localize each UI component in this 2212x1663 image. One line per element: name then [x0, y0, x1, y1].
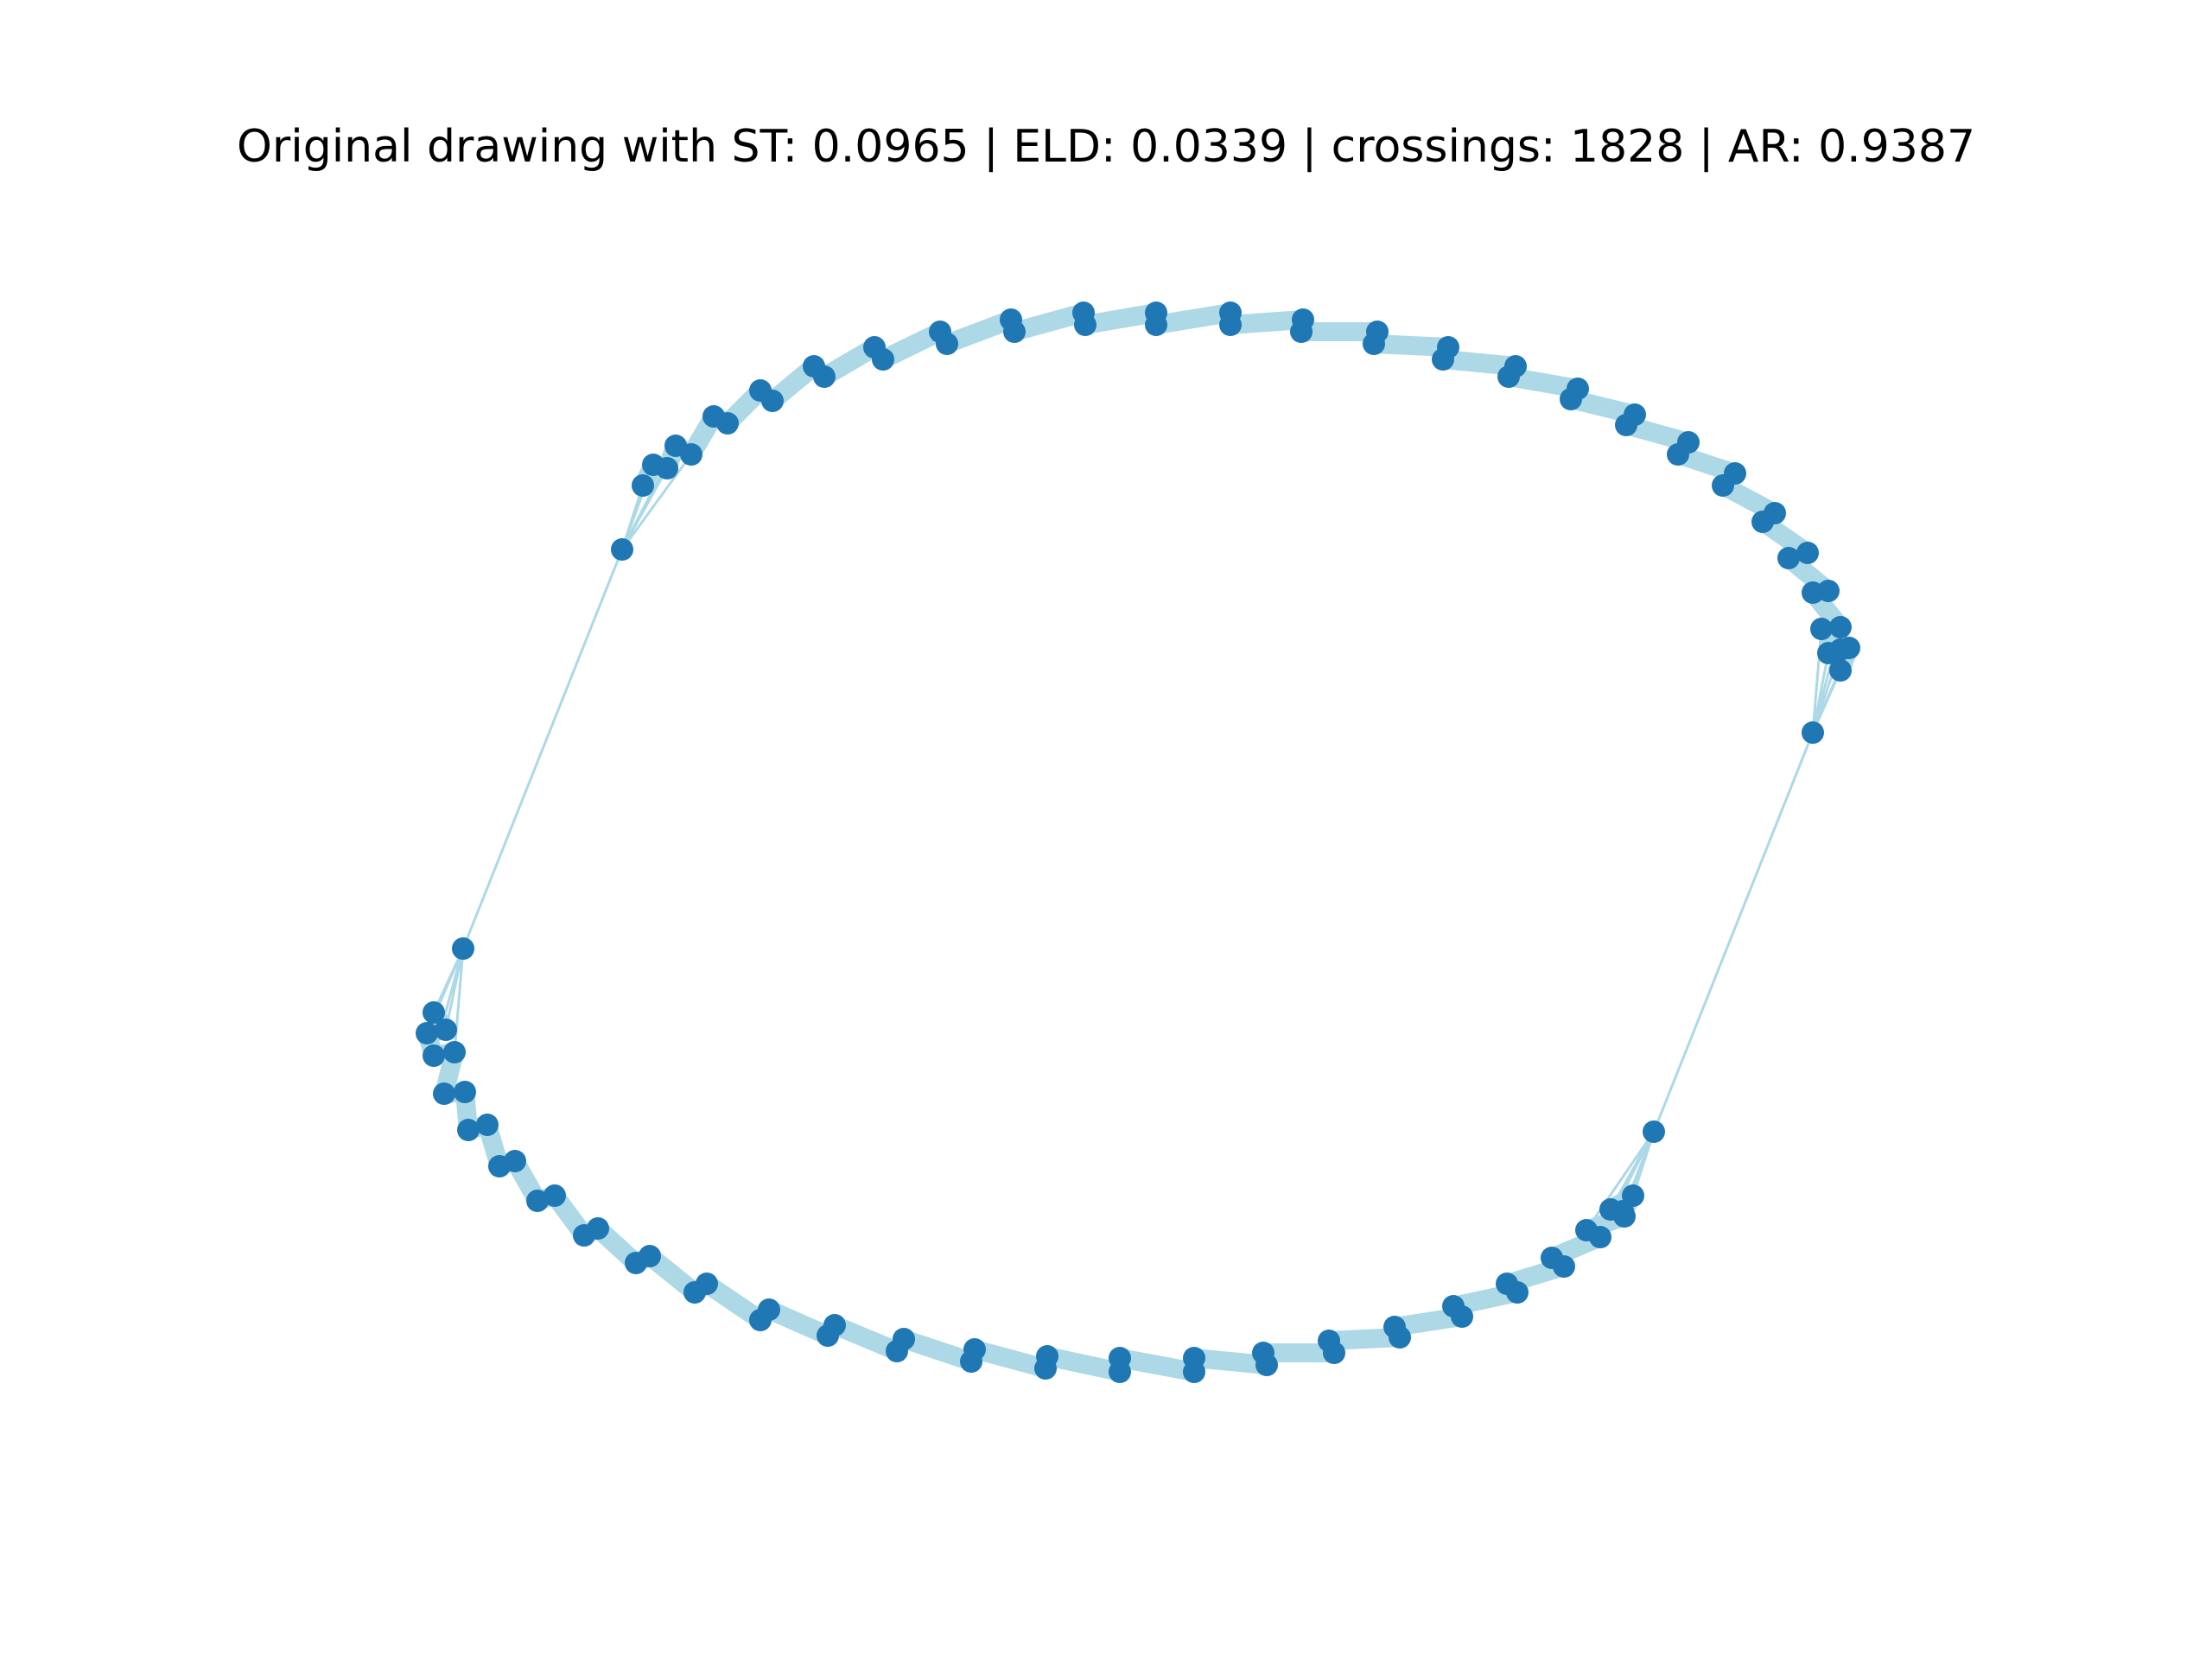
graph-node — [656, 457, 678, 479]
graph-node — [1541, 1247, 1563, 1269]
graph-node — [435, 1019, 457, 1041]
edge-fan-lower-left — [453, 948, 465, 1053]
graph-node — [1667, 443, 1689, 466]
graph-node — [1802, 721, 1824, 744]
graph-node — [1183, 1347, 1205, 1369]
graph-node — [1817, 642, 1840, 664]
graph-node — [1442, 1295, 1465, 1317]
graph-node — [936, 333, 958, 355]
graph-node — [1751, 511, 1774, 533]
graph-nodes — [416, 301, 1860, 1383]
graph-node — [543, 1184, 566, 1207]
edge-fan-upper-right — [1811, 652, 1830, 733]
graph-node — [1796, 542, 1819, 564]
graph-node — [611, 538, 633, 561]
graph-node — [476, 1114, 499, 1136]
figure-title: Original drawing with ST: 0.0965 | ELD: … — [236, 121, 1976, 173]
graph-node — [1383, 1316, 1406, 1338]
graph-node — [813, 365, 836, 388]
graph-node — [1838, 637, 1860, 659]
graph-node — [761, 390, 784, 412]
graph-node — [1036, 1345, 1058, 1368]
graph-node — [1777, 547, 1800, 569]
graph-node — [1363, 333, 1385, 355]
graph-node — [1802, 581, 1824, 604]
graph-node — [1643, 1120, 1665, 1143]
graph-node — [872, 348, 894, 371]
graph-node — [433, 1082, 455, 1105]
graph-node — [639, 1245, 661, 1267]
graph-node — [423, 1044, 445, 1067]
edge-fan-lower-right — [1609, 1131, 1656, 1210]
graph-node — [504, 1150, 526, 1172]
graph-node — [716, 412, 739, 435]
graph-edges — [417, 303, 1859, 1381]
graph-node — [1496, 1273, 1518, 1295]
graph-node — [1611, 1200, 1634, 1222]
graph-node — [893, 1328, 915, 1350]
graph-node — [632, 474, 654, 497]
graph-node — [758, 1298, 780, 1321]
graph-node — [423, 1001, 445, 1024]
graph-node — [1497, 365, 1520, 388]
graph-node — [457, 1119, 480, 1141]
graph-node — [1829, 659, 1852, 682]
graph-node — [452, 937, 474, 960]
graph-node — [1712, 474, 1734, 497]
graph-node — [587, 1217, 609, 1240]
edge-fan-lower-right — [1585, 1131, 1656, 1231]
graph-node — [1829, 616, 1852, 638]
graph-node — [963, 1338, 986, 1361]
graph-node — [1432, 348, 1454, 371]
graph-node — [1074, 314, 1096, 336]
graph-node — [680, 443, 702, 466]
graph-node — [454, 1081, 476, 1103]
edge-connector-left — [461, 549, 624, 949]
edge-fan-upper-right — [1811, 670, 1842, 733]
graph-node — [443, 1041, 466, 1063]
graph-node — [1560, 388, 1582, 410]
edge-fan-upper-left — [620, 454, 693, 550]
graph-node — [1615, 414, 1637, 436]
edge-connector-right — [1652, 732, 1815, 1133]
graph-node — [823, 1314, 846, 1336]
graph-node — [1145, 314, 1167, 336]
graph-node — [526, 1190, 549, 1212]
graph-node — [1810, 618, 1833, 640]
graph-node — [696, 1273, 718, 1295]
graph-node — [1219, 314, 1242, 336]
graph-node — [416, 1022, 438, 1044]
graph-node — [1003, 321, 1026, 343]
graph-node — [1575, 1219, 1598, 1241]
graph-node — [1109, 1347, 1131, 1369]
graph-node — [1318, 1330, 1340, 1352]
graph-node — [1290, 321, 1313, 343]
graph-node — [1252, 1342, 1274, 1364]
